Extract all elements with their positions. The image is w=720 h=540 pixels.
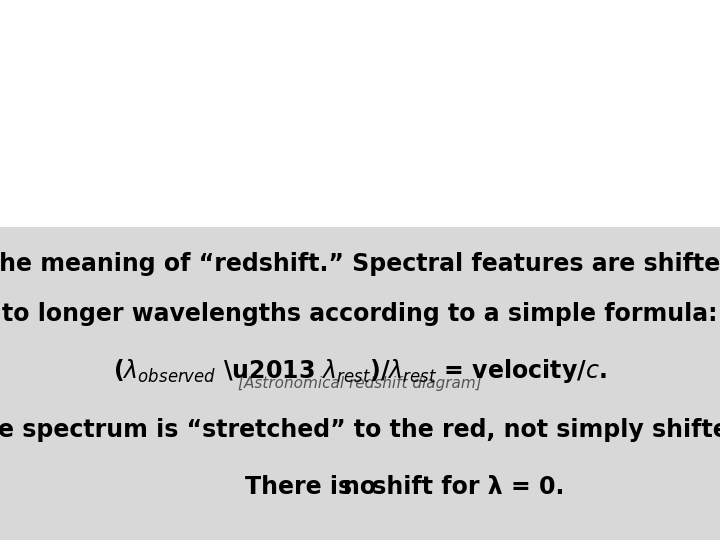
- Text: ($\lambda_{observed}$ \u2013 $\lambda_{rest}$)/$\lambda_{rest}$ = velocity/$c$.: ($\lambda_{observed}$ \u2013 $\lambda_{r…: [113, 357, 607, 385]
- Text: shift for λ = 0.: shift for λ = 0.: [364, 475, 564, 499]
- Text: to longer wavelengths according to a simple formula:: to longer wavelengths according to a sim…: [2, 302, 718, 327]
- Text: The meaning of “redshift.” Spectral features are shifted: The meaning of “redshift.” Spectral feat…: [0, 252, 720, 276]
- Text: There is: There is: [245, 475, 360, 499]
- Text: [Astronomical redshift diagram]: [Astronomical redshift diagram]: [238, 376, 482, 391]
- Text: The spectrum is “stretched” to the red, not simply shifted.: The spectrum is “stretched” to the red, …: [0, 418, 720, 442]
- Text: no: no: [343, 475, 377, 499]
